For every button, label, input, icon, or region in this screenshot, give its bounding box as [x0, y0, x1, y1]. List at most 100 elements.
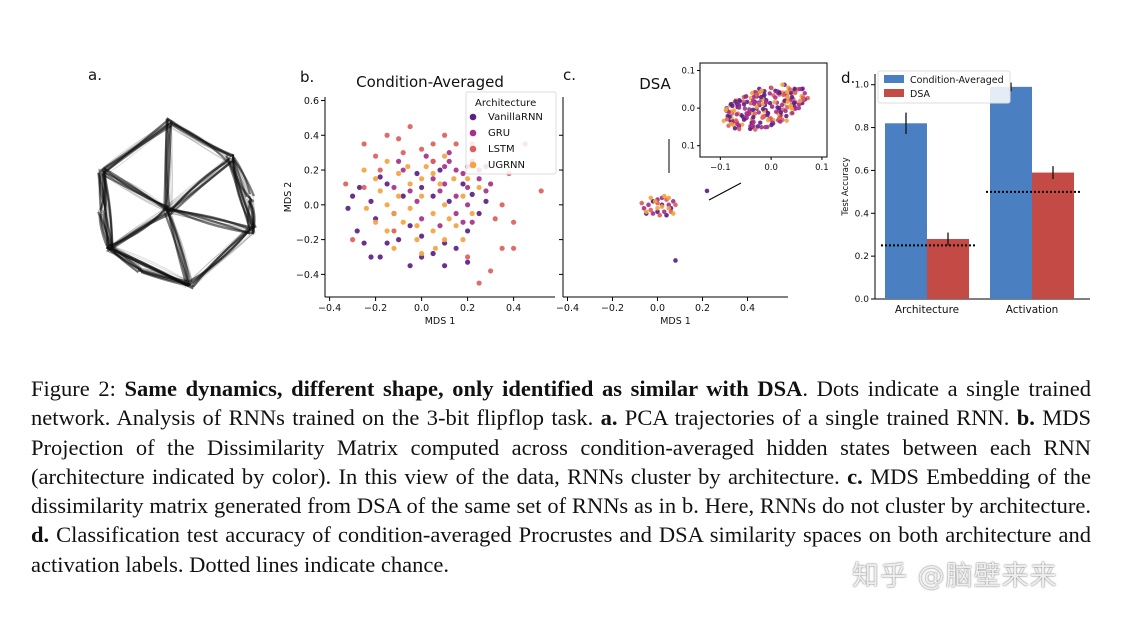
point-vanillarnn — [442, 263, 448, 269]
trajectory-line — [168, 213, 189, 282]
inset-point-ugrnn — [749, 90, 755, 96]
inset-point-ugrnn — [788, 103, 793, 109]
trajectory-line — [170, 123, 173, 210]
point-lstm — [499, 245, 505, 251]
point-gru — [476, 176, 482, 182]
bar-condition-averaged-architecture — [885, 123, 927, 300]
point-vanillarnn — [345, 205, 351, 211]
x-tick-label: 0.4 — [506, 303, 521, 314]
point-vanillarnn — [655, 209, 660, 215]
trajectory-line — [170, 154, 233, 213]
bar-dsa-architecture — [927, 239, 969, 299]
inset-point-vanillarnn — [784, 113, 789, 119]
inset-point-lstm — [769, 85, 774, 91]
trajectory-line — [98, 174, 106, 212]
trajectory-line — [167, 119, 173, 214]
trajectory-line — [109, 212, 165, 245]
trajectory-line — [98, 213, 108, 247]
trajectory-line — [246, 198, 255, 227]
scatter-points — [639, 188, 710, 263]
caption-d-label: d. — [31, 522, 50, 548]
trajectory-line — [145, 268, 190, 282]
trajectory-line — [227, 155, 254, 231]
point-ugrnn — [430, 210, 436, 217]
point-ugrnn — [643, 209, 649, 215]
legend-marker-gru — [469, 129, 477, 137]
legend-label-gru: GRU — [488, 128, 510, 139]
y-tick-label: 0.4 — [304, 131, 319, 142]
point-ugrnn — [430, 170, 436, 177]
trajectory-line — [103, 167, 168, 212]
legend-box — [465, 91, 557, 175]
point-lstm — [373, 153, 379, 159]
point-vanillarnn — [396, 237, 402, 243]
point-gru — [465, 202, 471, 208]
point-vanillarnn — [400, 193, 406, 199]
point-lstm — [391, 228, 397, 234]
trajectory-line — [249, 198, 255, 227]
inset-point-ugrnn — [784, 90, 790, 95]
trajectory-line — [101, 170, 165, 207]
inset-point-vanillarnn — [789, 94, 795, 100]
point-gru — [469, 219, 475, 225]
trajectory-line — [231, 160, 250, 199]
trajectory-line — [166, 157, 232, 208]
trajectory-line — [98, 169, 104, 207]
caption-b-label: b. — [1016, 405, 1035, 431]
inset-point-gru — [744, 112, 750, 118]
point-gru — [465, 184, 471, 191]
point-lstm — [657, 212, 663, 218]
inset-point-vanillarnn — [758, 94, 764, 100]
inset-point-gru — [779, 102, 785, 108]
trajectory-line — [171, 212, 251, 230]
trajectory-line — [137, 267, 187, 285]
trajectory-line — [164, 208, 254, 229]
inset-point-ugrnn — [723, 107, 728, 113]
inset-y-tick-label: 0.1 — [681, 67, 695, 77]
point-ugrnn — [476, 184, 482, 191]
inset-point-ugrnn — [772, 99, 777, 105]
caption-d-text: Classification test accuracy of conditio… — [31, 522, 1091, 577]
point-ugrnn — [655, 206, 660, 211]
legend-marker-vanillarnn — [469, 113, 477, 121]
inset-point-lstm — [724, 117, 730, 122]
trajectory-line — [165, 205, 250, 229]
y-tick-label: 0.0 — [304, 200, 319, 211]
point-lstm — [488, 268, 494, 274]
inset-point-gru — [773, 95, 778, 100]
trajectory-line — [187, 232, 254, 284]
point-gru — [419, 216, 425, 222]
trajectory-line — [106, 246, 142, 269]
figure-2: a. b. c. d. −0.4 −0.2 0.0 0.2 0.4 −0.4 −0.2 0.0… — [88, 62, 1090, 327]
point-ugrnn — [391, 245, 397, 251]
point-lstm — [673, 202, 678, 208]
point-vanillarnn — [350, 193, 356, 199]
trajectory-line — [101, 121, 171, 170]
inset-point-gru — [744, 94, 749, 99]
trajectory-line — [100, 119, 170, 172]
trajectory-line — [112, 248, 140, 270]
x-axis-label: MDS 1 — [660, 316, 691, 327]
point-ugrnn — [670, 211, 676, 216]
trajectory-line — [164, 211, 250, 228]
point-ugrnn — [659, 204, 665, 209]
inset-point-vanillarnn — [741, 117, 747, 122]
inset-point-lstm — [760, 115, 765, 120]
point-gru — [407, 188, 413, 194]
point-ugrnn — [442, 202, 448, 208]
x-tick-label: 0.0 — [414, 303, 429, 314]
legend-method: Condition-Averaged DSA — [877, 70, 1011, 104]
trajectory-line — [187, 232, 254, 287]
panel-b-letter: b. — [300, 68, 315, 86]
trajectory-line — [106, 207, 167, 248]
point-ugrnn — [460, 237, 466, 243]
trajectory-line — [170, 160, 233, 215]
trajectory-line — [144, 265, 187, 287]
x-tick-label: 0.2 — [460, 303, 475, 314]
trajectory-line — [105, 122, 172, 176]
trajectory-line — [102, 173, 105, 208]
point-gru — [442, 181, 448, 187]
y-tick-label: −0.4 — [296, 270, 319, 281]
inset-point-vanillarnn — [769, 122, 774, 128]
point-vanillarnn — [460, 181, 466, 187]
